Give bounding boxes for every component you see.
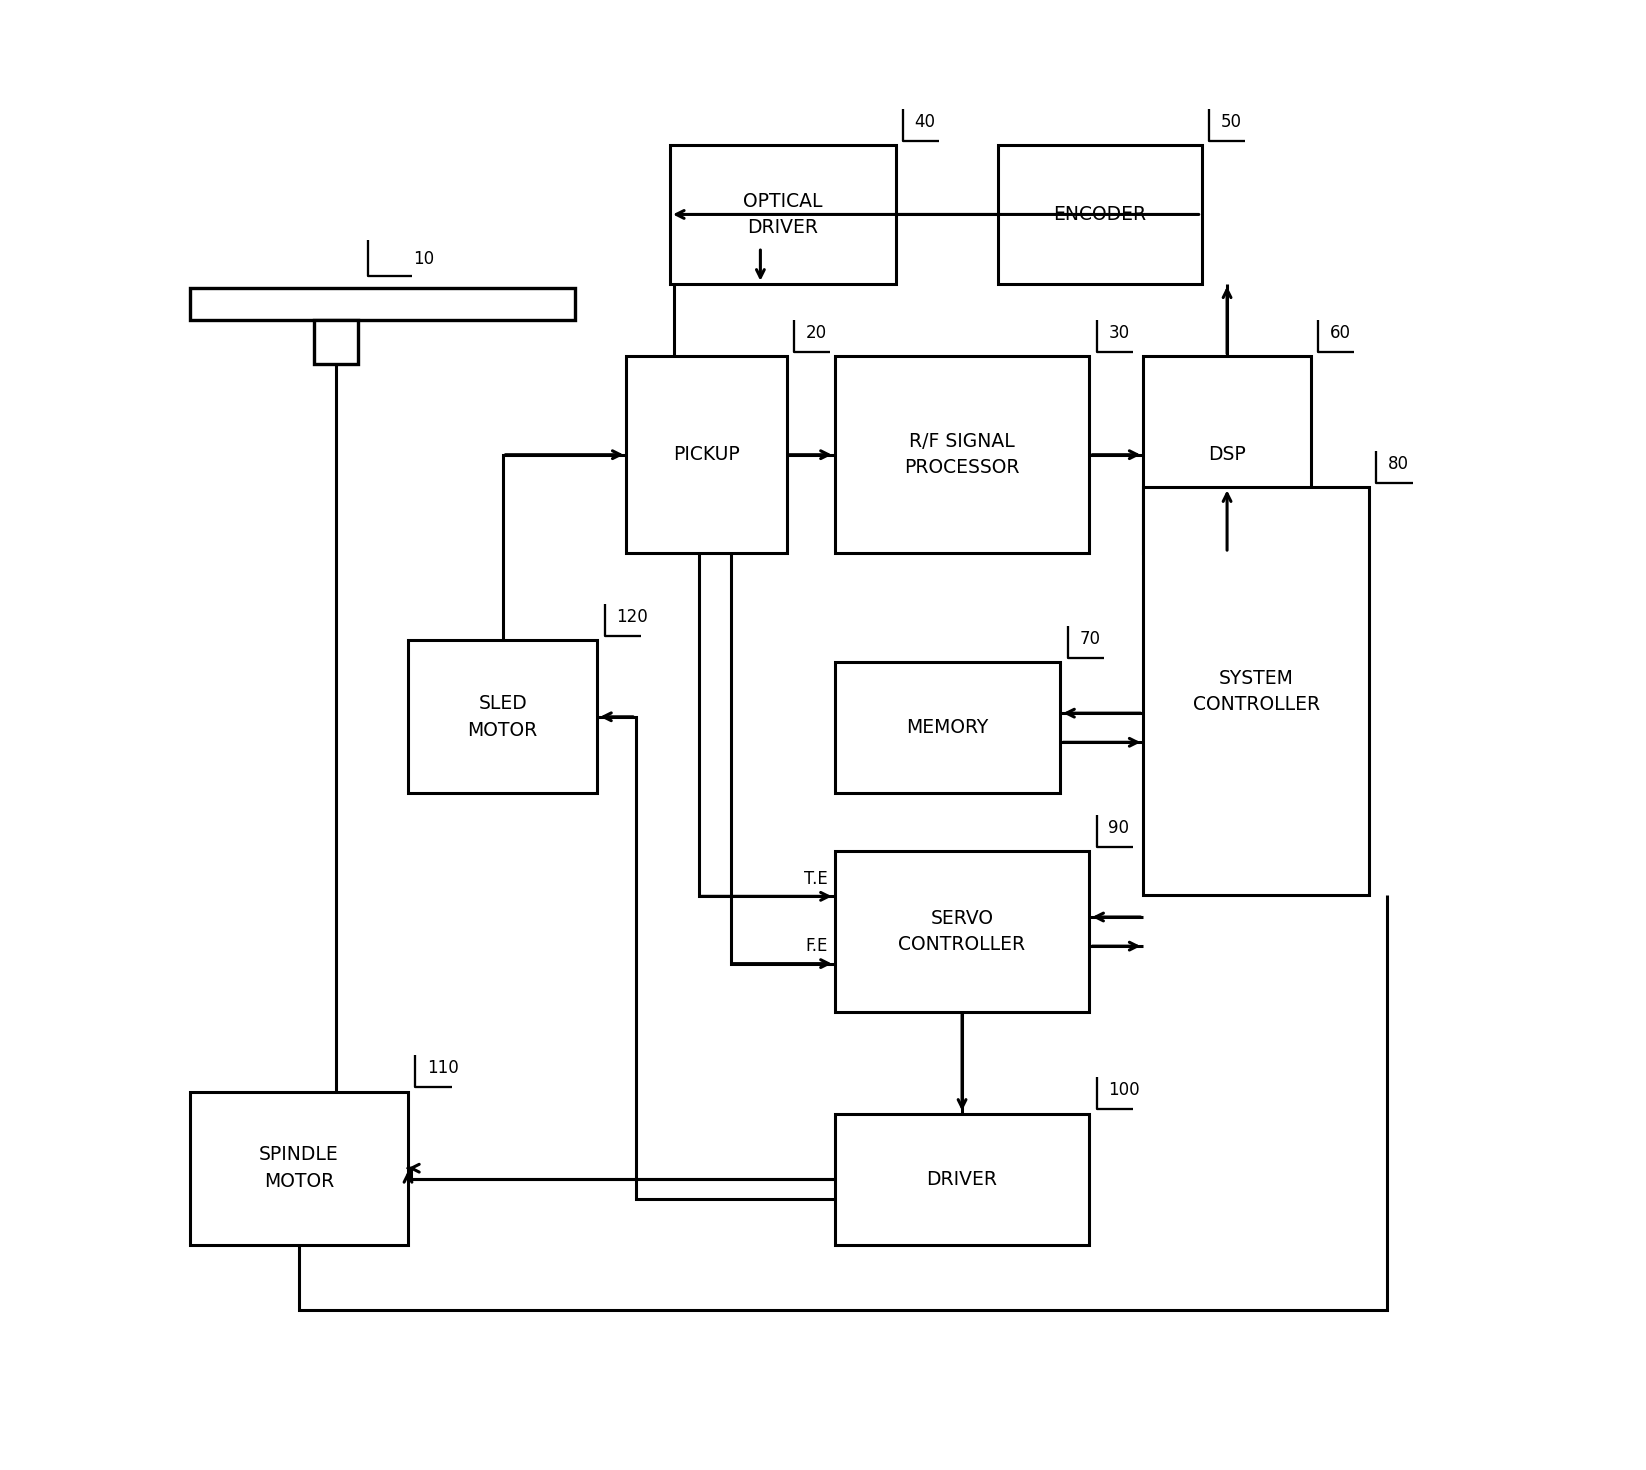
Text: 60: 60 [1330, 323, 1351, 343]
Bar [670, 146, 895, 284]
Text: 40: 40 [915, 113, 935, 131]
Text: DRIVER: DRIVER [927, 1170, 997, 1189]
Bar [835, 356, 1090, 553]
Bar [835, 1114, 1090, 1245]
Text: 120: 120 [616, 607, 649, 626]
Text: 10: 10 [413, 250, 435, 268]
Bar [835, 662, 1060, 794]
Bar [1144, 488, 1369, 895]
Text: OPTICAL
DRIVER: OPTICAL DRIVER [744, 191, 823, 237]
Text: SERVO
CONTROLLER: SERVO CONTROLLER [899, 908, 1025, 954]
Text: ENCODER: ENCODER [1053, 204, 1146, 223]
Bar [189, 288, 576, 320]
Bar [1144, 356, 1310, 553]
Text: PICKUP: PICKUP [673, 445, 741, 465]
Bar [997, 146, 1202, 284]
Text: 80: 80 [1388, 454, 1409, 473]
Text: SYSTEM
CONTROLLER: SYSTEM CONTROLLER [1193, 669, 1320, 714]
Text: 90: 90 [1108, 819, 1129, 836]
Text: 50: 50 [1221, 113, 1241, 131]
Bar [835, 851, 1090, 1011]
Bar [314, 320, 359, 363]
Text: SLED
MOTOR: SLED MOTOR [467, 694, 538, 739]
Bar [408, 641, 597, 794]
Text: DSP: DSP [1208, 445, 1246, 465]
Text: 20: 20 [805, 323, 826, 343]
Text: F.E: F.E [805, 936, 828, 956]
Text: MEMORY: MEMORY [907, 719, 989, 738]
Text: R/F SIGNAL
PROCESSOR: R/F SIGNAL PROCESSOR [904, 432, 1021, 478]
Text: T.E: T.E [803, 870, 828, 888]
Text: 110: 110 [426, 1060, 459, 1078]
Text: 30: 30 [1108, 323, 1129, 343]
Bar [627, 356, 787, 553]
Text: SPINDLE
MOTOR: SPINDLE MOTOR [258, 1145, 339, 1191]
Bar [189, 1092, 408, 1245]
Text: 100: 100 [1108, 1080, 1141, 1100]
Text: 70: 70 [1080, 629, 1100, 648]
